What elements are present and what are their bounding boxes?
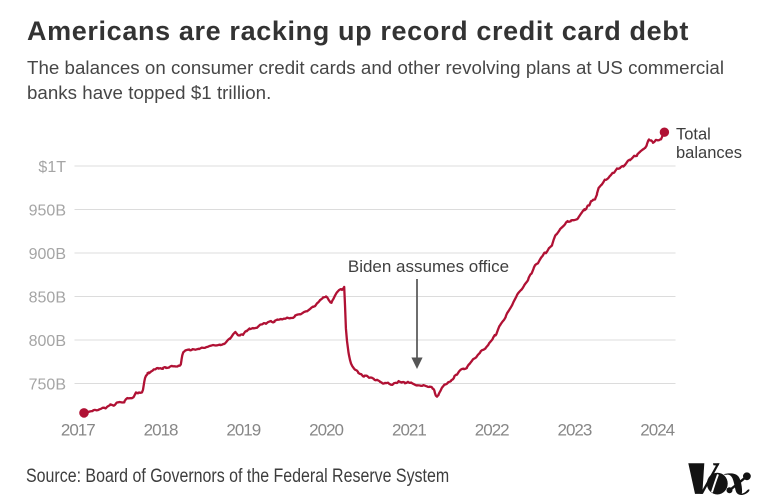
svg-text:2019: 2019 xyxy=(226,421,260,440)
svg-text:balances: balances xyxy=(676,144,742,162)
svg-text:2020: 2020 xyxy=(309,421,343,440)
svg-text:850B: 850B xyxy=(29,290,66,307)
svg-text:Total: Total xyxy=(676,126,711,144)
svg-text:2017: 2017 xyxy=(61,421,95,440)
svg-text:2018: 2018 xyxy=(144,421,178,440)
svg-text:750B: 750B xyxy=(29,377,66,394)
svg-text:2021: 2021 xyxy=(392,421,426,440)
svg-text:800B: 800B xyxy=(29,333,66,350)
svg-text:900B: 900B xyxy=(29,246,66,263)
svg-text:2024: 2024 xyxy=(640,421,674,440)
svg-text:Biden assumes office: Biden assumes office xyxy=(348,257,509,276)
svg-text:2023: 2023 xyxy=(557,421,591,440)
svg-text:$1T: $1T xyxy=(38,159,66,176)
svg-text:950B: 950B xyxy=(29,203,66,220)
svg-text:2022: 2022 xyxy=(475,421,509,440)
